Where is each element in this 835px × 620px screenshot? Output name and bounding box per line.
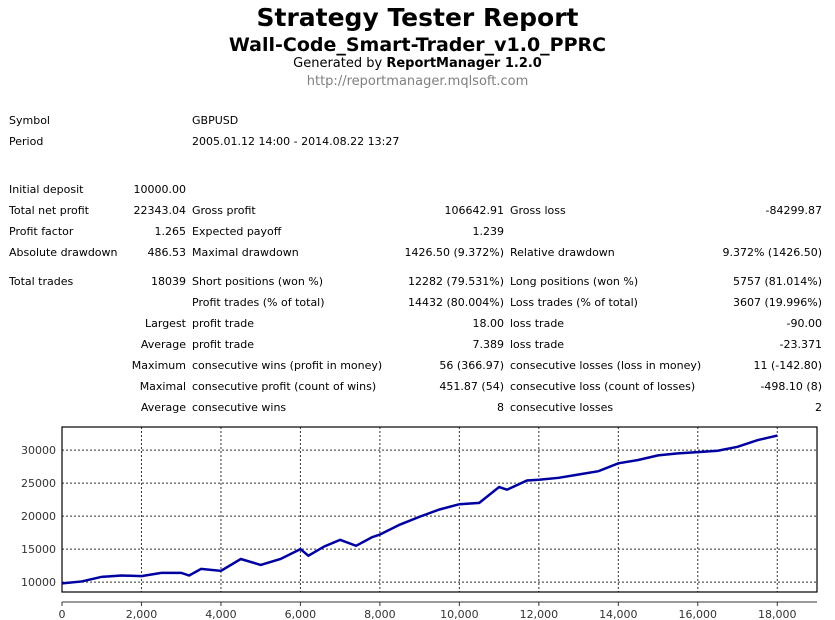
stat-label-1: Total net profit — [9, 204, 89, 217]
stat-label-3: loss trade — [510, 338, 565, 351]
stat-value-2: 7.389 — [472, 338, 505, 351]
report-title: Strategy Tester Report — [256, 3, 579, 32]
generator-name: ReportManager 1.2.0 — [386, 56, 542, 71]
stat-value-2: 451.87 (54) — [439, 380, 504, 393]
stat-label-3: loss trade — [510, 317, 565, 330]
stat-label-2: profit trade — [192, 338, 255, 351]
stat-value-1: 1.265 — [154, 225, 187, 238]
stat-value-3: -84299.87 — [765, 204, 822, 217]
stat-label-1: Absolute drawdown — [9, 246, 118, 259]
stat-label-2: consecutive profit (count of wins) — [192, 380, 377, 393]
x-tick-label: 2,000 — [126, 608, 158, 620]
x-tick-label: 6,000 — [285, 608, 317, 620]
stat-label-2: Maximal drawdown — [192, 246, 299, 259]
stat-value-3: 11 (-142.80) — [753, 359, 822, 372]
stat-label-3: consecutive loss (count of losses) — [510, 380, 696, 393]
stats-row: Average profit trade 7.389 loss trade -23.37… — [0, 338, 835, 354]
stat-label-3: consecutive losses — [510, 401, 614, 414]
y-tick-label: 15000 — [21, 543, 56, 556]
stat-value-1: Average — [140, 401, 186, 414]
symbol-value: GBPUSD — [192, 114, 239, 127]
y-tick-label: 20000 — [21, 510, 56, 523]
stat-label-3: Gross loss — [510, 204, 566, 217]
symbol-row: Symbol GBPUSD — [0, 114, 835, 130]
stats-row: Profit trades (% of total) 14432 (80.004%… — [0, 296, 835, 312]
stat-label-1: Profit factor — [9, 225, 74, 238]
stat-value-2: 8 — [497, 401, 504, 414]
generated-by: Generated by ReportManager 1.2.0 — [0, 56, 835, 71]
stat-value-1: Maximal — [139, 380, 186, 393]
x-tick-label: 8,000 — [364, 608, 396, 620]
stat-value-1: 486.53 — [147, 246, 187, 259]
x-tick-label: 14,000 — [599, 608, 638, 620]
stat-value-3: 2 — [815, 401, 822, 414]
stat-label-3: Long positions (won %) — [510, 275, 639, 288]
stats-row: Initial deposit 10000.00 — [0, 183, 835, 199]
stats-row: Maximal consecutive profit (count of wins… — [0, 380, 835, 396]
stats-row: Largest profit trade 18.00 loss trade -90.00 — [0, 317, 835, 333]
generator-url: http://reportmanager.mqlsoft.com — [306, 74, 529, 89]
symbol-label: Symbol — [9, 114, 50, 127]
x-tick-label: 10,000 — [440, 608, 479, 620]
stat-value-3: 5757 (81.014%) — [732, 275, 822, 288]
stat-label-2: Profit trades (% of total) — [192, 296, 325, 309]
stat-label-3: consecutive losses (loss in money) — [510, 359, 702, 372]
stat-value-2: 14432 (80.004%) — [407, 296, 504, 309]
stats-row: Absolute drawdown 486.53 Maximal drawdown 1… — [0, 246, 835, 262]
stat-value-2: 1.239 — [472, 225, 505, 238]
stat-value-2: 18.00 — [472, 317, 505, 330]
stat-value-2: 106642.91 — [444, 204, 505, 217]
balance-chart: 0 2,000 4,000 6,000 8,000 10,000 12,000 14,000 1… — [21, 426, 818, 620]
strategy-name: Wall-Code_Smart-Trader_v1.0_PPRC — [228, 34, 607, 56]
stats-row: Average consecutive wins 8 consecutive loss… — [0, 401, 835, 417]
x-tick-label: 4,000 — [205, 608, 237, 620]
x-tick-label: 0 — [59, 608, 66, 620]
stats-row: Profit factor 1.265 Expected payoff 1.239 — [0, 225, 835, 241]
stats-row: Total net profit 22343.04 Gross profit 1066… — [0, 204, 835, 220]
y-tick-label: 30000 — [21, 444, 56, 457]
stat-value-1: 18039 — [151, 275, 186, 288]
balance-line — [61, 434, 778, 585]
period-row: Period 2005.01.12 14:00 - 2014.08.22 13:2… — [0, 135, 835, 151]
stat-label-2: Short positions (won %) — [192, 275, 324, 288]
stat-value-2: 12282 (79.531%) — [407, 275, 504, 288]
stat-value-2: 1426.50 (9.372%) — [404, 246, 504, 259]
stat-value-1: Average — [140, 338, 186, 351]
stat-label-2: profit trade — [192, 317, 255, 330]
stat-value-2: 56 (366.97) — [439, 359, 504, 372]
x-tick-label: 16,000 — [679, 608, 718, 620]
stat-label-2: consecutive wins — [192, 401, 287, 414]
stat-label-3: Relative drawdown — [510, 246, 615, 259]
plot-frame — [61, 426, 818, 593]
stat-value-1: 22343.04 — [133, 204, 187, 217]
stat-value-3: 3607 (19.996%) — [732, 296, 822, 309]
period-value: 2005.01.12 14:00 - 2014.08.22 13:27 — [192, 135, 400, 148]
stat-label-1: Total trades — [9, 275, 74, 288]
stat-value-3: -498.10 (8) — [760, 380, 822, 393]
stat-value-1: Maximum — [131, 359, 186, 372]
x-tick-label: 12,000 — [520, 608, 559, 620]
generated-prefix: Generated by — [293, 56, 387, 71]
stat-value-3: -23.371 — [779, 338, 822, 351]
y-tick-label: 25000 — [21, 477, 56, 490]
y-tick-label: 10000 — [21, 576, 56, 589]
stat-value-3: -90.00 — [786, 317, 822, 330]
stat-label-1: Initial deposit — [9, 183, 84, 196]
x-tick-label: 18,000 — [758, 608, 797, 620]
stats-row: Maximum consecutive wins (profit in money… — [0, 359, 835, 375]
stat-label-3: Loss trades (% of total) — [510, 296, 638, 309]
stat-label-2: consecutive wins (profit in money) — [192, 359, 383, 372]
period-label: Period — [9, 135, 44, 148]
stats-row: Total trades 18039 Short positions (won %)… — [0, 275, 835, 291]
stat-value-3: 9.372% (1426.50) — [722, 246, 822, 259]
stat-value-1: 10000.00 — [133, 183, 187, 196]
stat-label-2: Gross profit — [192, 204, 256, 217]
stat-value-1: Largest — [145, 317, 186, 330]
stat-label-2: Expected payoff — [192, 225, 282, 238]
